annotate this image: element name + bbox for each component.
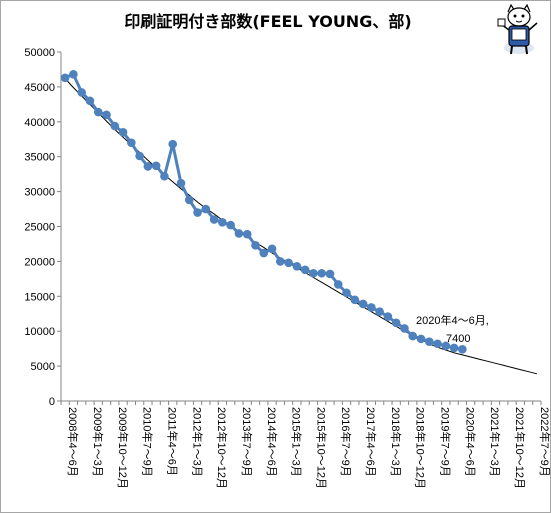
x-tick-label: 2014年4～6月 <box>265 407 279 477</box>
data-point <box>400 324 409 333</box>
data-point <box>300 265 310 275</box>
data-point <box>358 299 368 309</box>
data-point <box>441 341 451 351</box>
data-point <box>284 258 293 268</box>
data-series <box>60 70 467 354</box>
y-tick-label: 0 <box>49 396 55 408</box>
data-point <box>325 269 335 279</box>
data-point <box>424 337 434 346</box>
x-tick-label: 2021年1～3月 <box>488 407 502 477</box>
data-point <box>433 339 442 349</box>
y-tick-label: 15000 <box>24 291 55 303</box>
x-tick-label: 2016年7～9月 <box>339 407 353 477</box>
data-point <box>234 229 244 238</box>
data-point <box>151 161 161 171</box>
data-point <box>193 208 202 217</box>
data-point <box>458 345 467 354</box>
x-tick-label: 2022年7～9月 <box>538 407 551 477</box>
data-point <box>242 229 252 239</box>
data-point <box>127 138 136 148</box>
y-tick-label: 30000 <box>24 187 55 199</box>
data-point <box>367 303 376 312</box>
data-point <box>201 204 211 214</box>
data-point <box>209 215 219 224</box>
data-point <box>218 218 227 227</box>
data-point <box>102 110 111 120</box>
data-point <box>276 257 285 266</box>
data-point <box>342 288 351 298</box>
x-axis: 2008年4～6月 2009年1～3月 2009年10～12月 2010年7～9月 20… <box>60 400 551 489</box>
x-tick-label: 2019年7～9月 <box>439 407 453 477</box>
data-point <box>184 195 194 205</box>
data-point <box>93 107 103 117</box>
data-point <box>309 268 318 278</box>
data-point <box>251 241 260 250</box>
data-point <box>77 88 86 97</box>
x-tick-label: 2018年10～12月 <box>414 407 428 489</box>
x-tick-label: 2008年4～6月 <box>66 407 80 477</box>
x-tick-label: 2009年1～3月 <box>91 407 105 477</box>
data-point <box>168 139 178 149</box>
y-tick-label: 45000 <box>24 82 55 94</box>
x-tick-label: 2021年10～12月 <box>513 407 527 489</box>
data-point <box>383 312 393 321</box>
x-tick-label: 2012年10～12月 <box>215 407 229 489</box>
data-point <box>333 280 343 289</box>
y-tick-label: 50000 <box>24 47 55 59</box>
x-tick-label: 2011年4～6月 <box>165 407 179 476</box>
data-point <box>449 343 459 353</box>
trend-line-path <box>64 78 538 375</box>
y-tick-label: 20000 <box>24 256 55 268</box>
annotation-label-line1: 2020年4～6月, <box>416 313 489 327</box>
annotation-label-value: 7400 <box>446 333 470 345</box>
mascot-cat-logo <box>497 4 538 55</box>
data-point <box>350 295 360 305</box>
x-tick-label: 2018年1～3月 <box>389 407 403 477</box>
chart-title: 印刷証明付き部数(FEEL YOUNG、部) <box>124 12 411 31</box>
data-point <box>267 244 277 254</box>
data-point <box>143 162 153 171</box>
y-tick-label: 5000 <box>31 361 55 373</box>
x-tick-label: 2015年1～3月 <box>290 407 304 477</box>
data-point <box>60 73 70 83</box>
x-tick-label: 2020年4～6月 <box>463 407 477 477</box>
data-point <box>408 331 418 341</box>
data-point <box>69 70 78 79</box>
x-tick-label: 2010年7～9月 <box>141 407 155 477</box>
data-point <box>110 121 120 131</box>
data-point <box>292 261 302 271</box>
data-point <box>118 127 128 137</box>
data-point <box>259 248 269 258</box>
y-tick-label: 25000 <box>24 222 55 234</box>
data-point <box>416 334 426 344</box>
data-point <box>375 307 384 316</box>
y-tick-label: 35000 <box>24 152 55 164</box>
data-point <box>85 96 95 106</box>
data-point <box>135 151 144 161</box>
data-point <box>226 220 235 230</box>
data-point <box>160 171 169 181</box>
trend-line <box>64 78 538 375</box>
x-tick-label: 2015年10～12月 <box>314 407 328 489</box>
x-tick-label: 2012年1～3月 <box>190 407 204 477</box>
y-tick-label: 40000 <box>24 117 55 129</box>
data-point <box>176 178 186 188</box>
x-tick-label: 2017年4～6月 <box>364 407 378 477</box>
x-tick-label: 2009年10～12月 <box>116 407 130 489</box>
data-point <box>391 318 401 328</box>
data-point <box>317 268 326 278</box>
x-tick-label: 2013年7～9月 <box>240 407 254 477</box>
y-axis: 0 5000 10000 15000 20000 25000 30000 35000 40000… <box>24 47 62 408</box>
y-tick-label: 10000 <box>24 326 55 338</box>
series-line <box>64 72 463 351</box>
